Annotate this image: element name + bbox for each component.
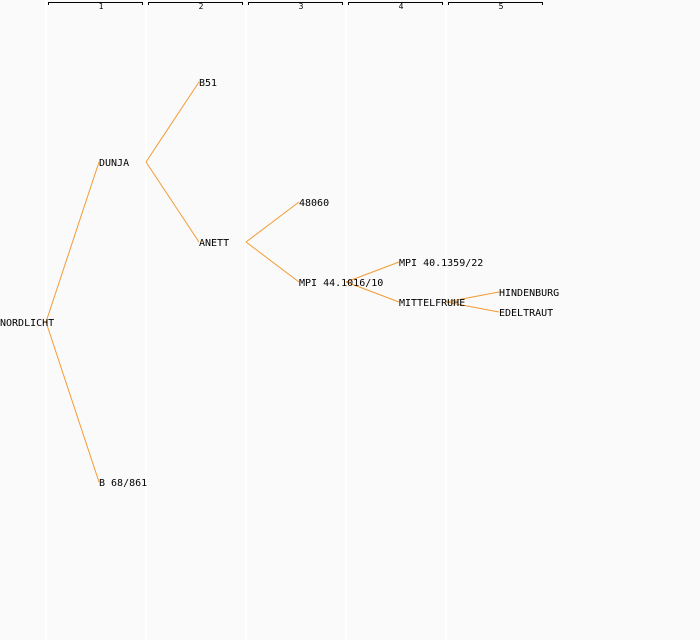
column-separator <box>45 0 47 640</box>
generation-number: 2 <box>199 2 204 11</box>
pedigree-labels: NORDLICHT DUNJA B 68/861 B51 ANETT 48060… <box>0 78 559 489</box>
generation-number: 4 <box>399 2 404 11</box>
edge-dunja-b51 <box>145 81 200 163</box>
generation-bracket <box>248 2 343 5</box>
node-anett[interactable]: ANETT <box>199 238 229 249</box>
edge-mittelfruhe-edeltraut <box>445 301 500 313</box>
node-48060[interactable]: 48060 <box>299 198 329 209</box>
generation-number: 3 <box>299 2 304 11</box>
generation-bracket <box>148 2 243 5</box>
column-separator <box>245 0 247 640</box>
generation-bracket <box>348 2 443 5</box>
node-nordlicht[interactable]: NORDLICHT <box>0 318 54 329</box>
generation-columns <box>45 0 447 640</box>
node-dunja[interactable]: DUNJA <box>99 158 129 169</box>
column-separator <box>445 0 447 640</box>
edge-anett-n48060 <box>245 201 300 243</box>
node-edeltraut[interactable]: EDELTRAUT <box>499 308 553 319</box>
generation-number: 1 <box>99 2 104 11</box>
generation-bracket <box>48 2 143 5</box>
column-separator <box>345 0 347 640</box>
pedigree-edges <box>45 81 500 483</box>
node-mpi44[interactable]: MPI 44.1016/10 <box>299 278 383 289</box>
edge-dunja-anett <box>145 161 200 243</box>
generation-number: 5 <box>499 2 504 11</box>
node-mittelfruhe[interactable]: MITTELFRUHE <box>399 298 465 309</box>
node-mpi40[interactable]: MPI 40.1359/22 <box>399 258 483 269</box>
node-b68861[interactable]: B 68/861 <box>99 478 147 489</box>
edge-mpi44-mittelfruhe <box>345 281 400 303</box>
edge-nordlicht-b68861 <box>45 321 100 483</box>
edge-mpi44-mpi40 <box>345 261 400 283</box>
node-b51[interactable]: B51 <box>199 78 217 89</box>
edge-mittelfruhe-hindenburg <box>445 291 500 303</box>
edge-anett-mpi44 <box>245 241 300 283</box>
node-hindenburg[interactable]: HINDENBURG <box>499 288 559 299</box>
column-separator <box>145 0 147 640</box>
generation-header: 1 2 3 4 5 <box>48 2 543 11</box>
edge-nordlicht-dunja <box>45 161 100 323</box>
generation-bracket <box>448 2 543 5</box>
